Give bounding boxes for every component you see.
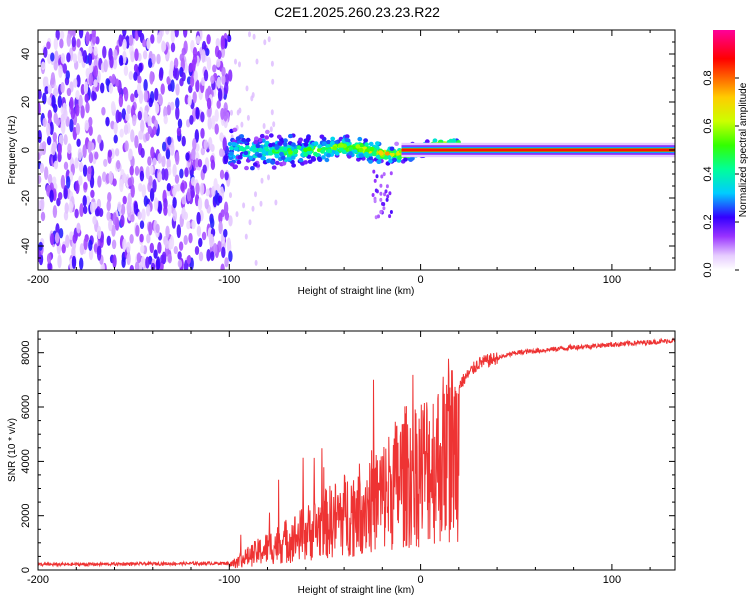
y-tick-label: -40 <box>20 238 32 254</box>
y-tick-label: 6000 <box>20 395 32 419</box>
y-tick-label: 0 <box>20 147 32 153</box>
snr-frame <box>37 330 676 571</box>
x-tick-label: 0 <box>418 574 424 586</box>
x-tick-label: -200 <box>27 574 49 586</box>
spectrogram-y-axis-label: Frequency (Hz) <box>7 116 18 185</box>
y-tick-label: 2000 <box>20 503 32 527</box>
x-tick-label: 100 <box>603 574 621 586</box>
x-tick-label: -100 <box>218 274 240 286</box>
colorbar-tick-label: 0.4 <box>702 166 714 181</box>
y-tick-label: 4000 <box>20 449 32 473</box>
spectrogram-x-axis-label: Height of straight line (km) <box>298 286 415 297</box>
x-tick-label: 100 <box>603 274 621 286</box>
snr-series-line <box>38 337 675 569</box>
y-tick-label: 40 <box>20 48 32 60</box>
y-tick-label: 0 <box>20 567 32 573</box>
y-tick-label: -20 <box>20 190 32 206</box>
snr-y-ticks: 0 2000 4000 6000 8000 <box>20 338 675 573</box>
colorbar-label: Normalized spectral amplitude <box>738 82 749 217</box>
x-tick-label: -200 <box>27 274 49 286</box>
snr-x-axis-label: Height of straight line (km) <box>298 585 415 596</box>
colorbar-ticks: 0.0 0.2 0.4 0.6 0.8 <box>702 70 739 278</box>
spectrogram-x-ticks: -200 -100 0 100 <box>27 30 651 286</box>
colorbar-scale <box>713 30 735 270</box>
colorbar-tick-label: 0.0 <box>702 262 714 277</box>
snr-x-ticks: -200 -100 0 100 <box>27 331 651 586</box>
colorbar: 0.0 0.2 0.4 0.6 0.8 Normalized spectral ampl… <box>702 30 749 278</box>
colorbar-tick-label: 0.6 <box>702 118 714 133</box>
x-tick-label: 0 <box>418 274 424 286</box>
spectrogram-heatmap <box>38 30 675 270</box>
snr-y-axis-label: SNR (10 * v/v) <box>7 418 18 482</box>
x-tick-label: -100 <box>218 574 240 586</box>
y-tick-label: 20 <box>20 96 32 108</box>
y-tick-label: 8000 <box>20 340 32 364</box>
figure-title: C2E1.2025.260.23.23.R22 <box>274 4 440 20</box>
spectrogram-y-ticks: -40 -20 0 20 40 <box>20 29 675 271</box>
colorbar-tick-label: 0.2 <box>702 214 714 229</box>
colorbar-tick-label: 0.8 <box>702 70 714 85</box>
